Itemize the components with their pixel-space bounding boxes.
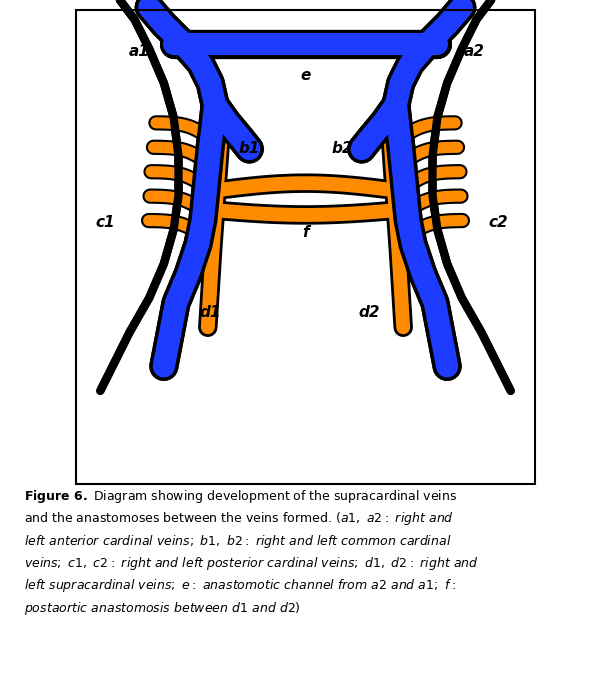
Text: c1: c1 bbox=[95, 215, 115, 230]
Text: a1: a1 bbox=[129, 44, 150, 58]
Text: $\mathbf{Figure\ 6.}$ Diagram showing development of the supracardinal veins
and: $\mathbf{Figure\ 6.}$ Diagram showing de… bbox=[24, 488, 479, 616]
Text: c2: c2 bbox=[489, 215, 508, 230]
Text: d2: d2 bbox=[358, 305, 380, 320]
Text: b1: b1 bbox=[238, 142, 260, 156]
Text: b2: b2 bbox=[331, 142, 353, 156]
Text: e: e bbox=[301, 68, 310, 83]
Text: f: f bbox=[302, 224, 309, 239]
Text: d1: d1 bbox=[200, 305, 221, 320]
Text: a2: a2 bbox=[464, 44, 485, 58]
